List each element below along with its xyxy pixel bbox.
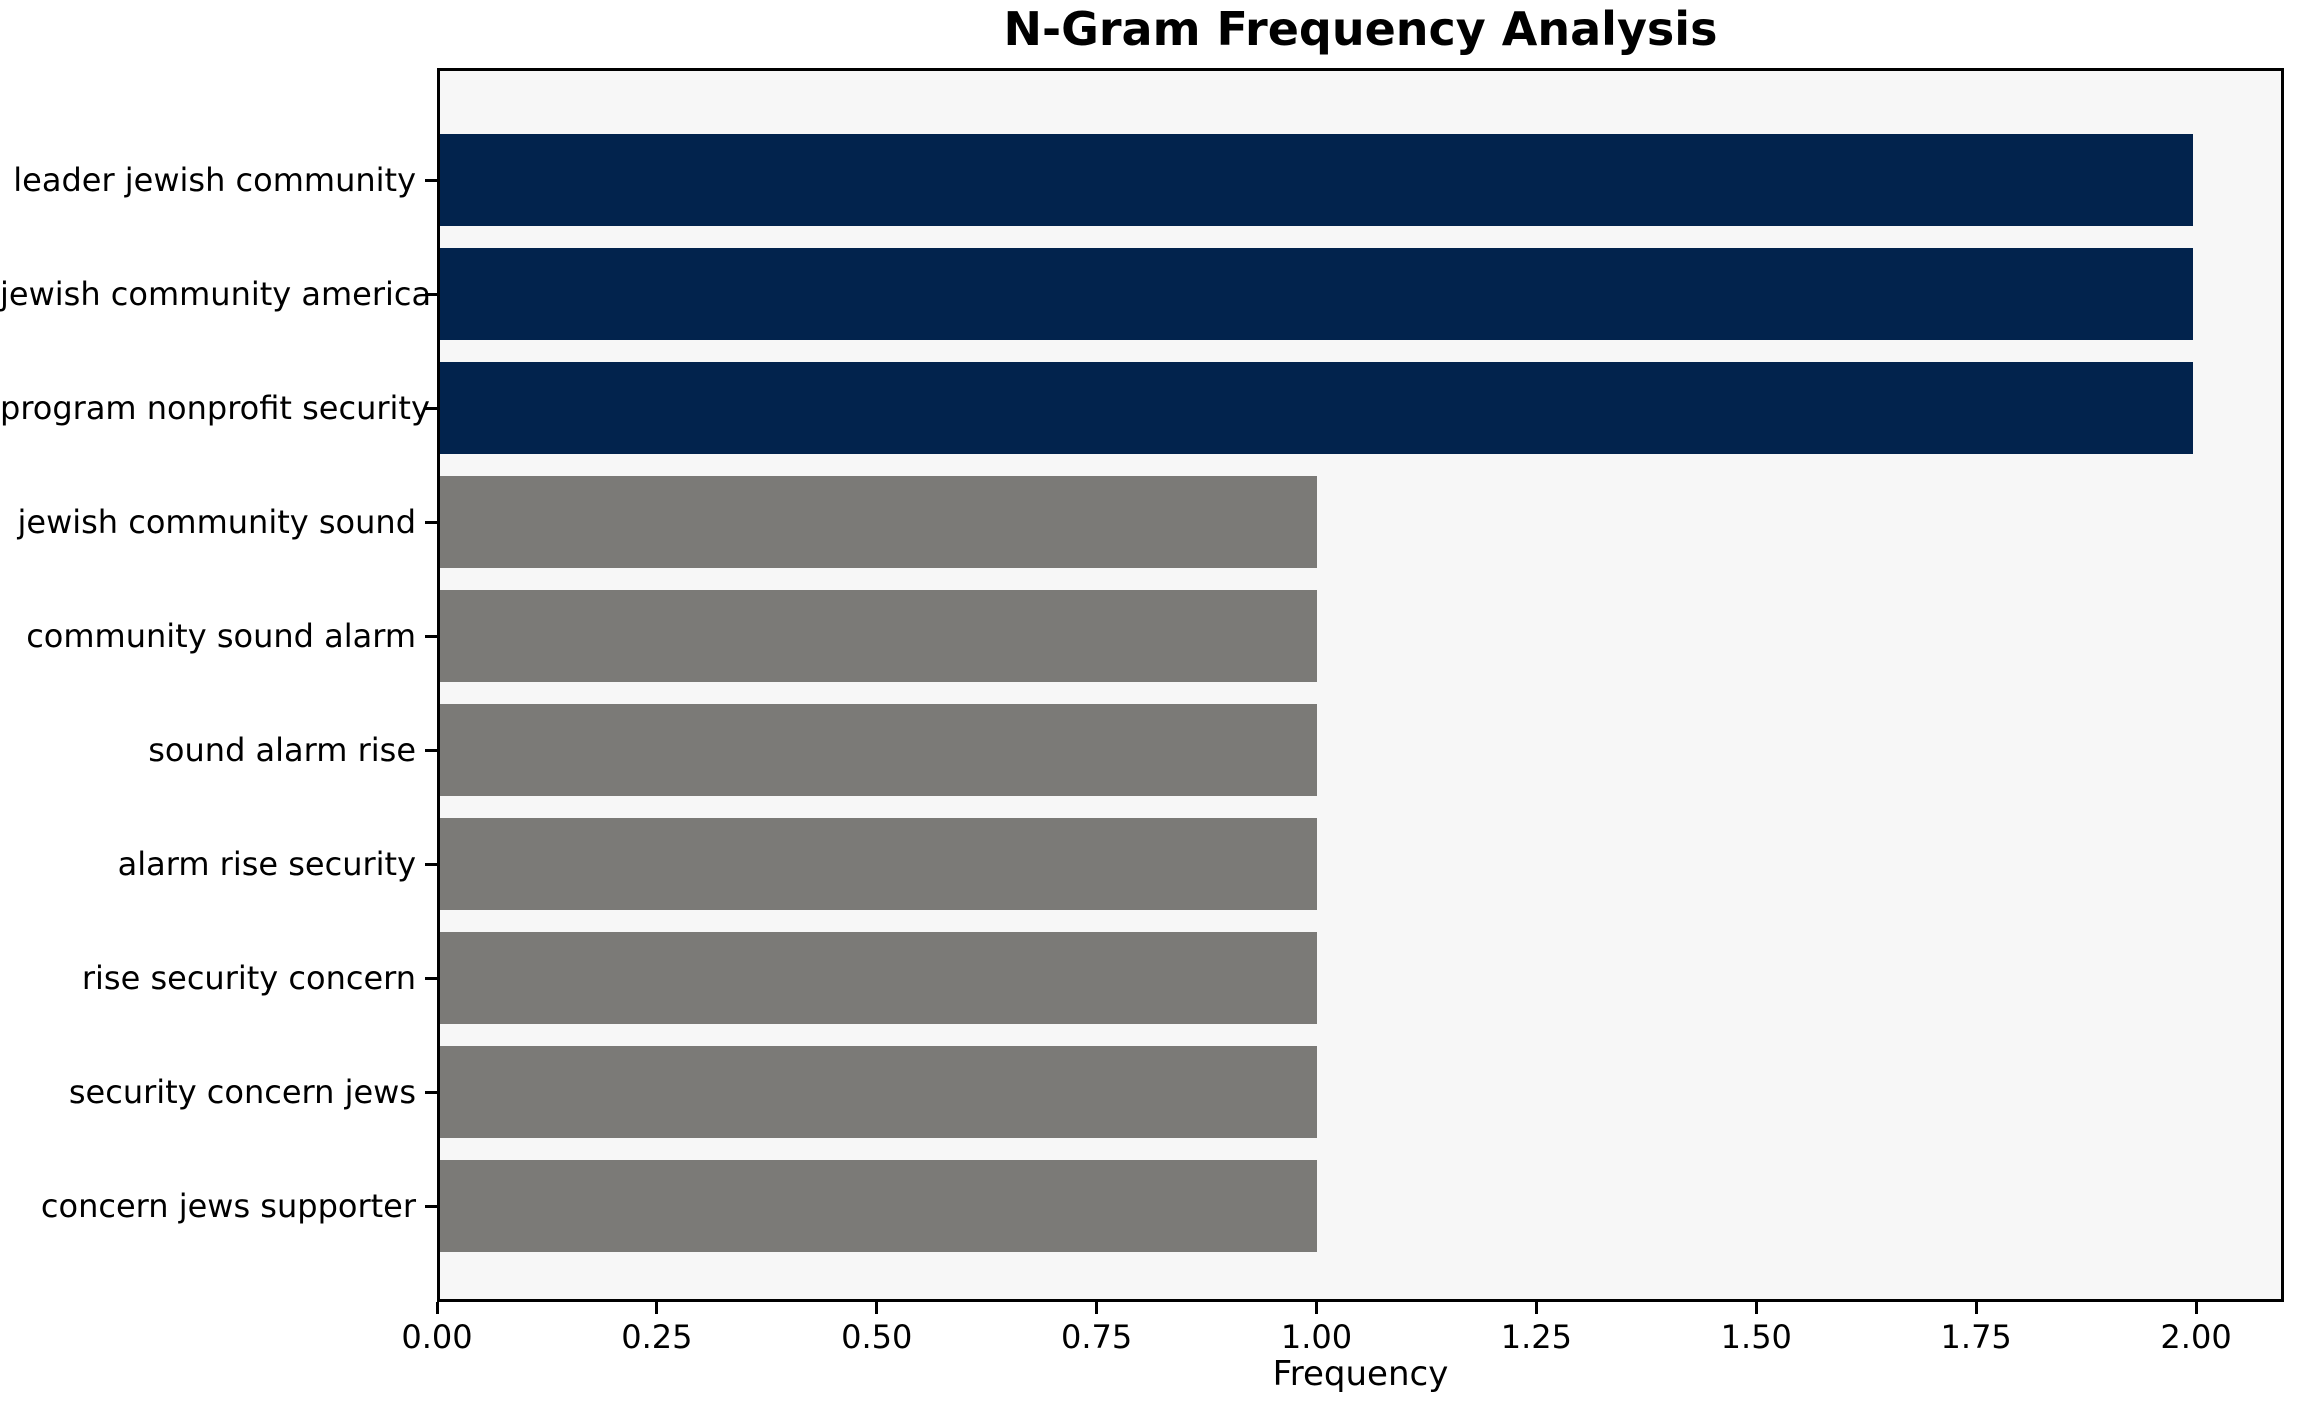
plot-area	[437, 68, 2284, 1302]
x-tick-mark	[1754, 1302, 1758, 1314]
y-tick-label: rise security concern	[81, 959, 416, 997]
x-tick-label: 0.25	[621, 1318, 693, 1356]
x-tick-label: 1.25	[1500, 1318, 1573, 1356]
y-tick-label: jewish community sound	[17, 503, 416, 541]
x-tick-label: 0.75	[1061, 1318, 1133, 1356]
x-tick-mark	[2194, 1302, 2198, 1314]
bar	[440, 362, 2194, 454]
x-tick-mark	[1974, 1302, 1978, 1314]
y-tick-label: concern jews supporter	[40, 1187, 416, 1225]
x-tick-label: 0.00	[401, 1318, 473, 1356]
y-tick-mark	[425, 1090, 437, 1094]
x-tick-label: 2.00	[2160, 1318, 2232, 1356]
y-tick-label: jewish community america	[0, 275, 432, 313]
y-tick-mark	[425, 976, 437, 980]
x-tick-mark	[875, 1302, 879, 1314]
chart-title: N-Gram Frequency Analysis	[1003, 2, 1718, 56]
x-axis-label: Frequency	[1272, 1354, 1449, 1394]
bar	[440, 590, 1317, 682]
y-tick-label: program nonprofit security	[0, 389, 430, 427]
x-tick-label: 1.75	[1940, 1318, 2012, 1356]
x-tick-mark	[435, 1302, 439, 1314]
bar	[440, 248, 2194, 340]
x-tick-mark	[655, 1302, 659, 1314]
y-tick-mark	[425, 748, 437, 752]
y-tick-mark	[425, 634, 437, 638]
x-tick-mark	[1534, 1302, 1538, 1314]
y-tick-label: sound alarm rise	[148, 731, 416, 769]
y-tick-label: community sound alarm	[26, 617, 416, 655]
y-tick-mark	[425, 520, 437, 524]
bar	[440, 932, 1317, 1024]
x-tick-mark	[1095, 1302, 1099, 1314]
bar	[440, 818, 1317, 910]
bar	[440, 704, 1317, 796]
x-tick-mark	[1315, 1302, 1319, 1314]
bar	[440, 476, 1317, 568]
y-tick-mark	[425, 406, 437, 410]
y-tick-mark	[425, 862, 437, 866]
y-tick-mark	[425, 178, 437, 182]
x-tick-label: 0.50	[841, 1318, 913, 1356]
y-tick-mark	[425, 1204, 437, 1208]
bar	[440, 1160, 1317, 1252]
bar	[440, 1046, 1317, 1138]
y-tick-label: alarm rise security	[117, 845, 416, 883]
x-tick-label: 1.50	[1720, 1318, 1792, 1356]
y-tick-label: leader jewish community	[13, 161, 416, 199]
x-tick-label: 1.00	[1280, 1318, 1353, 1356]
y-tick-mark	[425, 292, 437, 296]
y-tick-label: security concern jews	[68, 1073, 416, 1111]
bar	[440, 134, 2194, 226]
